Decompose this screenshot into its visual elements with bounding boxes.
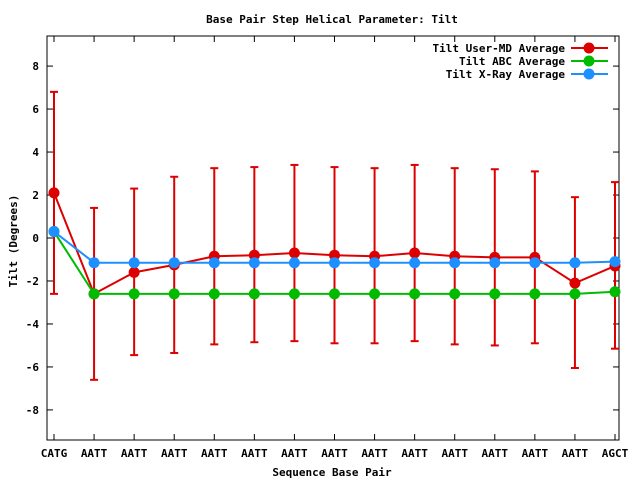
legend-marker xyxy=(583,42,595,54)
data-point xyxy=(88,257,100,269)
data-point xyxy=(128,288,140,300)
x-tick-label: AGCT xyxy=(602,447,629,460)
chart-title: Base Pair Step Helical Parameter: Tilt xyxy=(206,13,458,26)
x-tick-label: AATT xyxy=(401,447,428,460)
legend-marker xyxy=(583,55,595,67)
data-point xyxy=(329,249,340,261)
x-tick-label: CATG xyxy=(41,447,68,460)
x-tick-label: AATT xyxy=(321,447,348,460)
x-axis: CATG AATT AATT AATT AATT AATT AATT AATT AATT AATT… xyxy=(41,36,629,460)
legend-label: Tilt User-MD Average xyxy=(433,42,566,55)
plot-frame xyxy=(46,35,620,441)
y-tick-label: -2 xyxy=(26,275,39,288)
x-tick-label: AATT xyxy=(121,447,148,460)
x-tick-label: AATT xyxy=(562,447,589,460)
data-point xyxy=(248,249,260,261)
data-point xyxy=(329,288,340,300)
x-tick-label: AATT xyxy=(201,447,228,460)
data-point xyxy=(288,288,300,300)
x-tick-label: AATT xyxy=(161,447,188,460)
y-tick-label: -8 xyxy=(26,404,39,417)
data-point xyxy=(168,257,180,269)
y-tick-label: -6 xyxy=(26,361,40,374)
data-point xyxy=(288,257,300,269)
data-point xyxy=(248,257,260,269)
y-axis: -8 -6 -4 -2 0 2 4 6 8 xyxy=(26,60,619,417)
data-point xyxy=(128,266,140,278)
data-point xyxy=(48,226,60,238)
legend-label: Tilt X-Ray Average xyxy=(446,68,566,81)
x-tick-label: AATT xyxy=(241,447,268,460)
data-point xyxy=(88,288,100,300)
data-point xyxy=(409,257,421,269)
data-point xyxy=(569,288,581,300)
x-tick-label: AATT xyxy=(81,447,108,460)
data-point xyxy=(529,257,541,269)
data-point xyxy=(569,257,581,269)
data-point xyxy=(529,288,541,300)
data-point xyxy=(128,257,140,269)
x-tick-label: AATT xyxy=(482,447,509,460)
x-axis-label: Sequence Base Pair xyxy=(272,466,392,479)
legend-marker xyxy=(583,68,595,80)
x-tick-label: AATT xyxy=(361,447,388,460)
data-point xyxy=(48,187,60,199)
data-point xyxy=(208,288,220,300)
data-point xyxy=(609,286,621,298)
data-point xyxy=(569,277,581,289)
data-point xyxy=(489,257,501,269)
y-tick-label: 2 xyxy=(32,189,39,202)
y-tick-label: 4 xyxy=(32,146,39,159)
data-point xyxy=(409,288,421,300)
data-point xyxy=(248,288,260,300)
x-tick-label: AATT xyxy=(522,447,549,460)
data-point xyxy=(449,288,461,300)
x-tick-label: AATT xyxy=(441,447,468,460)
y-tick-label: 8 xyxy=(32,60,39,73)
y-tick-label: 0 xyxy=(32,232,39,245)
y-axis-label: Tilt (Degrees) xyxy=(7,195,20,288)
y-tick-label: 6 xyxy=(32,103,39,116)
data-point xyxy=(168,288,180,300)
data-point xyxy=(369,257,381,269)
plot-border xyxy=(46,35,620,441)
data-point xyxy=(409,247,421,259)
data-point xyxy=(288,247,300,259)
series-layer xyxy=(48,90,621,381)
y-tick-label: -4 xyxy=(26,318,40,331)
series-3 xyxy=(48,226,621,269)
data-point xyxy=(369,288,381,300)
data-point xyxy=(329,257,340,269)
data-point xyxy=(208,257,220,269)
data-point xyxy=(449,257,461,269)
series-1 xyxy=(48,90,621,381)
x-tick-label: AATT xyxy=(281,447,308,460)
data-point xyxy=(609,256,621,268)
data-point xyxy=(489,288,501,300)
legend-label: Tilt ABC Average xyxy=(459,55,565,68)
